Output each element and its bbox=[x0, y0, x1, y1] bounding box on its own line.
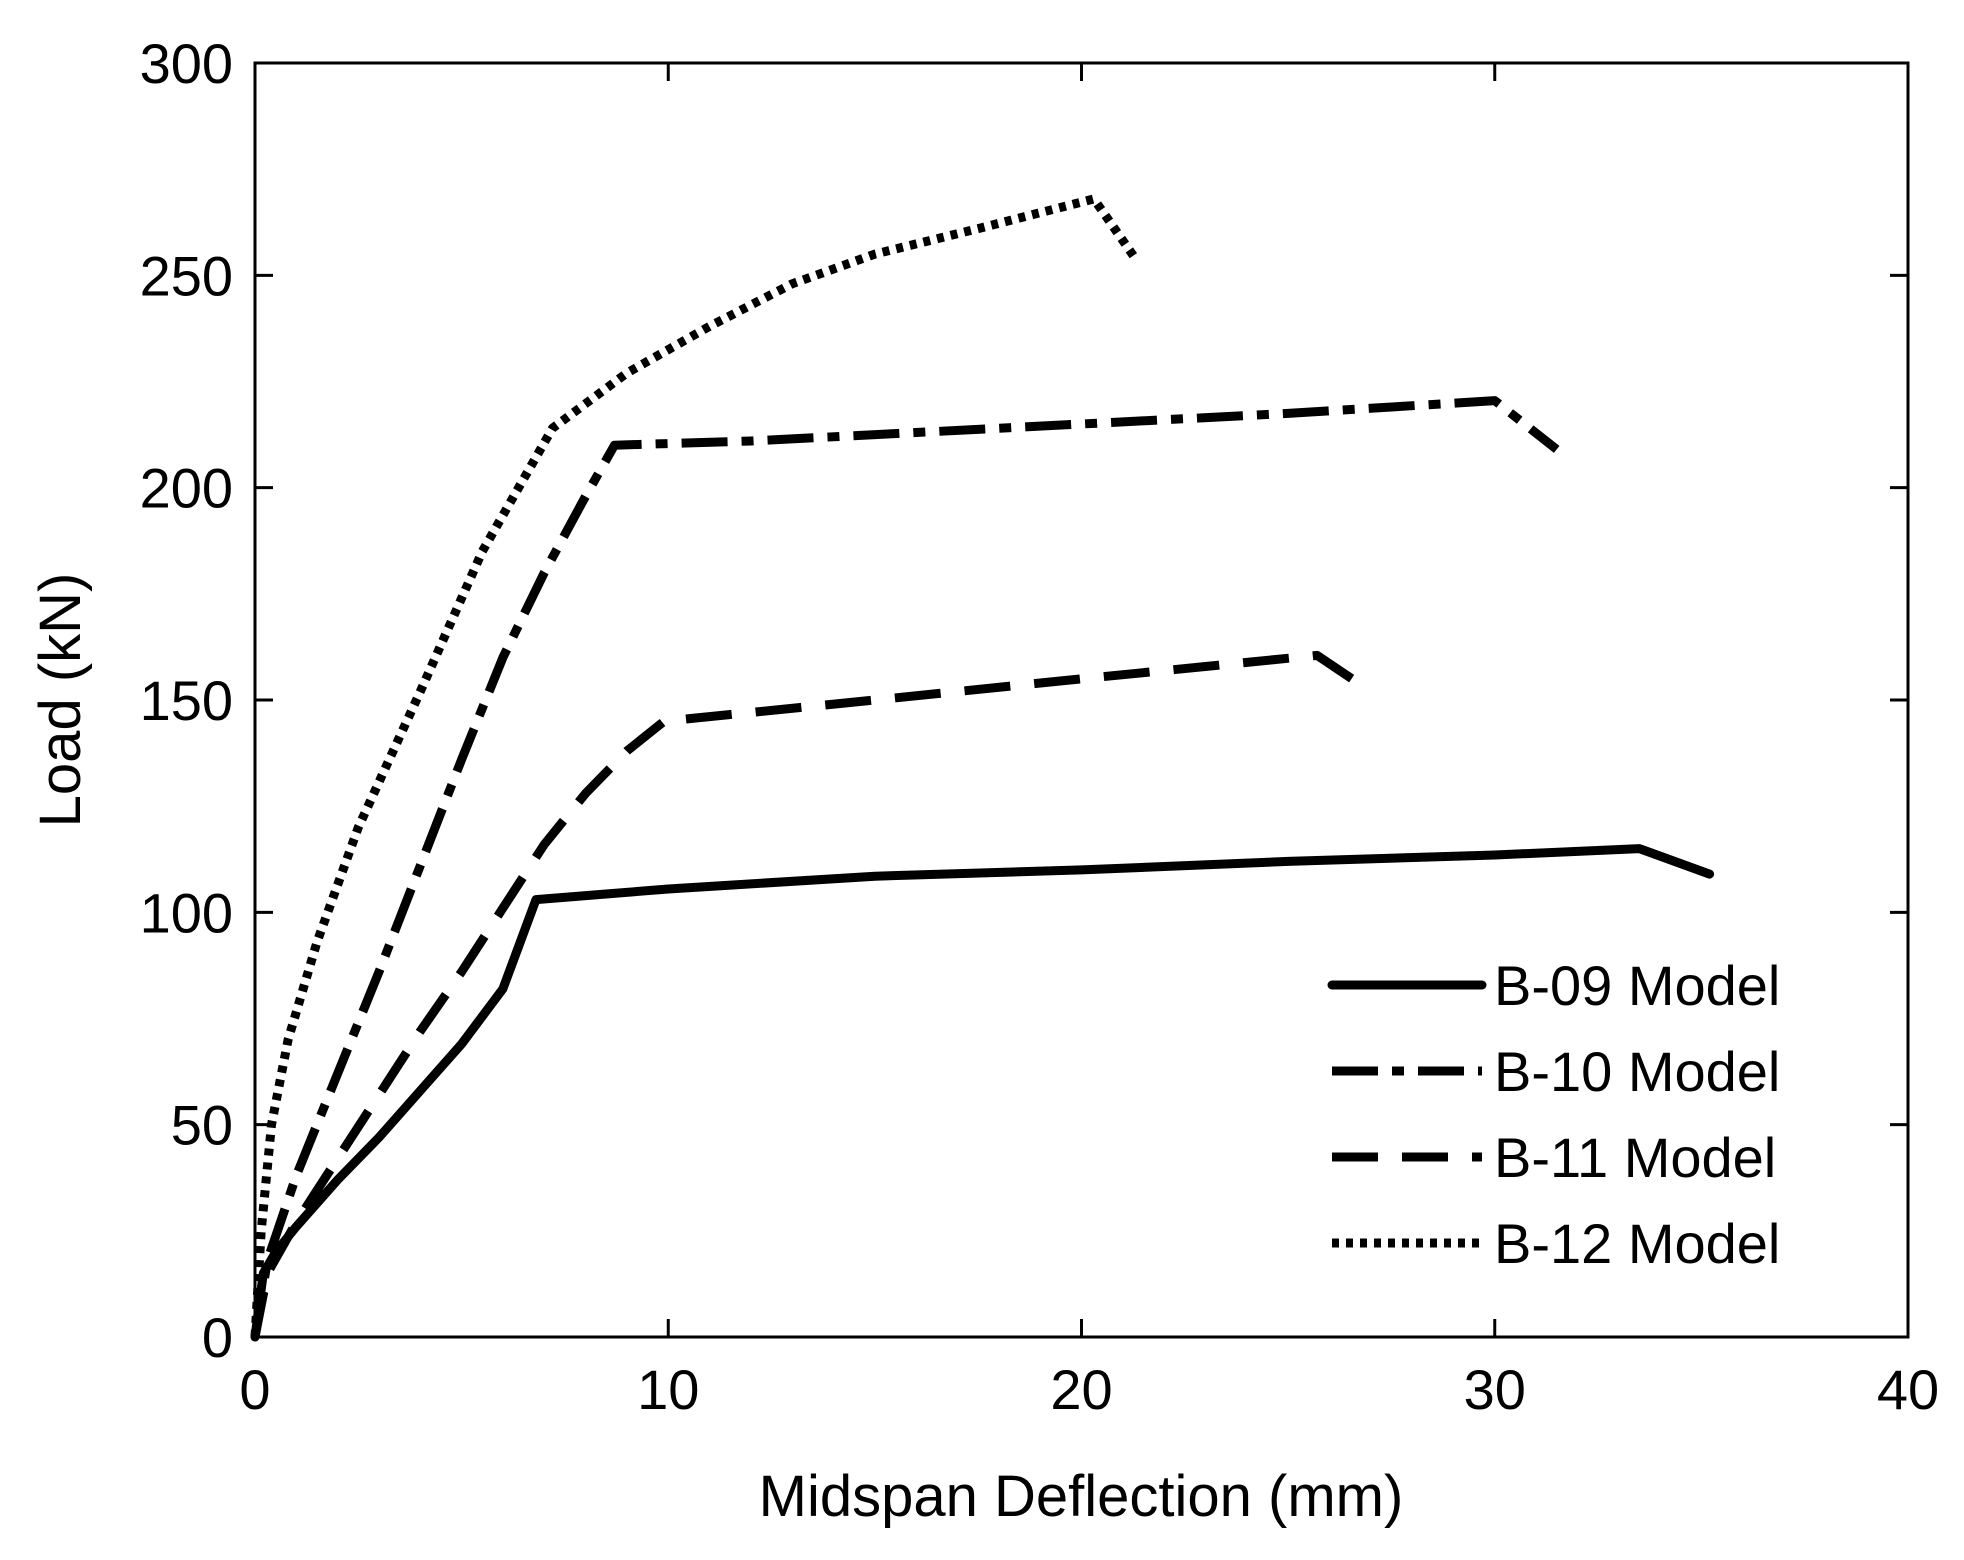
x-tick-label: 10 bbox=[637, 1358, 699, 1421]
y-tick-label: 200 bbox=[140, 457, 233, 520]
series-line-b-12-model bbox=[250, 194, 1139, 1338]
legend-label-b-09-model: B-09 Model bbox=[1494, 954, 1780, 1017]
legend-label-b-11-model: B-11 Model bbox=[1494, 1126, 1776, 1189]
ticks-layer: 0 10 20 30 40 0 50 100 150 200 250 300 bbox=[140, 32, 1940, 1421]
plot-frame bbox=[253, 61, 1910, 1339]
legend-label-b-12-model: B-12 Model bbox=[1494, 1212, 1780, 1275]
y-tick-label: 100 bbox=[140, 881, 233, 944]
x-tick-label: 0 bbox=[239, 1358, 270, 1421]
y-tick-label: 50 bbox=[171, 1094, 233, 1157]
y-tick-label: 300 bbox=[140, 32, 233, 95]
series-layer bbox=[250, 194, 1715, 1342]
x-tick-label: 30 bbox=[1464, 1358, 1526, 1421]
series-line-b-10-model bbox=[250, 396, 1560, 1338]
y-tick-label: 0 bbox=[202, 1306, 233, 1369]
x-axis-title: Midspan Deflection (mm) bbox=[759, 1464, 1404, 1529]
legend: B-09 Model B-10 Model B-11 Model B-12 Model bbox=[1327, 954, 1780, 1275]
y-tick-label: 250 bbox=[140, 244, 233, 307]
legend-label-b-10-model: B-10 Model bbox=[1494, 1040, 1780, 1103]
x-tick-label: 20 bbox=[1050, 1358, 1112, 1421]
series-line-b-11-model bbox=[250, 650, 1374, 1338]
y-axis-title: Load (kN) bbox=[28, 573, 93, 828]
x-tick-label: 40 bbox=[1877, 1358, 1939, 1421]
y-tick-label: 150 bbox=[140, 669, 233, 732]
